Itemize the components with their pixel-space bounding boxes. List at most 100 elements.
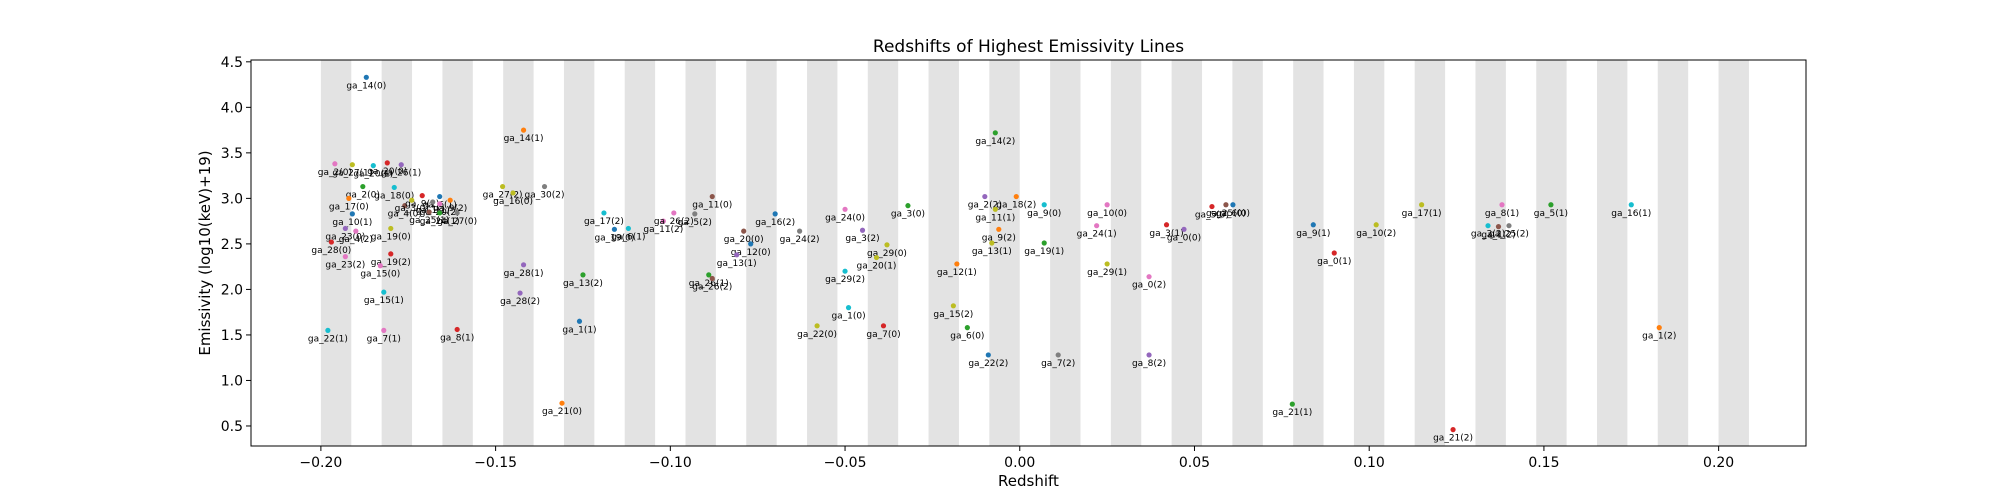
band-15: [1232, 60, 1263, 446]
point-marker: [388, 225, 394, 232]
data-point: ga_13(1): [972, 240, 1012, 257]
point-marker: [1450, 427, 1456, 433]
point-marker: [349, 162, 355, 168]
point-marker: [1628, 202, 1634, 208]
data-point: ga_13(2): [563, 272, 603, 289]
data-point: ga_1(2): [1642, 325, 1676, 342]
point-label: ga_30(2): [525, 191, 565, 201]
data-point: ga_9(2): [433, 197, 467, 214]
point-label: ga_23(0): [325, 232, 365, 242]
data-point: ga_24(1): [1077, 223, 1117, 240]
point-label: ga_20(0): [367, 167, 407, 177]
point-label: ga_15(2): [933, 310, 973, 320]
data-point: ga_21(0): [542, 400, 582, 417]
point-marker: [996, 226, 1002, 232]
point-marker: [430, 199, 436, 205]
point-label: ga_16(2): [755, 218, 795, 228]
point-marker: [499, 183, 506, 190]
point-marker: [1146, 274, 1152, 280]
point-marker: [1331, 250, 1337, 256]
data-point: ga_16(0): [493, 190, 533, 207]
point-marker: [332, 161, 338, 167]
point-marker: [842, 268, 848, 274]
point-marker: [1373, 222, 1379, 228]
point-marker: [1181, 226, 1187, 232]
point-label: ga_15(1): [364, 296, 404, 306]
point-marker: [1163, 222, 1170, 228]
band-10: [928, 60, 959, 446]
point-label: ga_21(1): [1272, 408, 1312, 418]
point-label: ga_16(1): [1611, 209, 1651, 219]
data-point: ga_18(2): [996, 193, 1036, 211]
point-label: ga_0(1): [1317, 257, 1351, 267]
point-marker: [510, 190, 516, 196]
data-point: ga_2(2): [968, 193, 1002, 211]
point-label: ga_3(0): [891, 210, 925, 220]
point-marker: [541, 183, 548, 190]
band-23: [1718, 60, 1749, 446]
data-point: ga_9(1): [405, 193, 439, 210]
data-point: ga_19(0): [371, 225, 411, 242]
point-marker: [360, 183, 366, 190]
data-point: ga_22(0): [797, 323, 837, 340]
point-marker: [814, 323, 820, 329]
point-marker: [741, 228, 747, 234]
point-label: ga_28(0): [311, 246, 351, 256]
data-point: ga_15(1): [364, 289, 404, 306]
x-tick-label: −0.15: [474, 455, 517, 471]
point-label: ga_13(2): [563, 279, 603, 289]
point-marker: [437, 210, 443, 216]
point-marker: [1055, 352, 1061, 358]
data-point: ga_6(1): [611, 225, 645, 242]
point-marker: [402, 203, 408, 209]
data-point: ga_23(0): [325, 225, 365, 242]
data-point: ga_11(1): [975, 206, 1015, 223]
x-axis: −0.20 −0.15 −0.10 −0.05 0.00 0.05 0.10 0.15 0.20: [299, 446, 1734, 471]
data-point: ga_8(2): [1132, 352, 1166, 369]
point-marker: [576, 318, 583, 324]
y-axis-label: Emissivity (log10(keV)+19): [196, 150, 214, 355]
point-label: ga_29(2): [825, 275, 865, 285]
point-marker: [447, 197, 453, 203]
point-marker: [1230, 202, 1236, 208]
point-marker: [982, 193, 988, 200]
point-label: ga_29(1): [1087, 268, 1127, 278]
point-label: ga_17(2): [584, 217, 624, 227]
point-label: ga_6(0): [1216, 209, 1250, 219]
data-point: ga_12(1): [937, 261, 977, 278]
point-label: ga_19(0): [594, 233, 634, 243]
data-points: ga_14(0)ga_2(0)ga_27(1)ga_20(1)ga_20(0)g…: [308, 74, 1676, 444]
point-label: ga_7(2): [1041, 359, 1075, 369]
data-point: ga_19(0): [594, 226, 634, 243]
point-marker: [1485, 223, 1491, 229]
data-point: ga_1(1): [562, 318, 597, 335]
band-2: [442, 60, 473, 446]
point-label: ga_21(2): [1433, 434, 1473, 444]
data-point: ga_20(1): [353, 163, 393, 180]
point-marker: [328, 239, 334, 245]
point-marker: [842, 206, 848, 212]
data-point: ga_23(2): [325, 254, 365, 271]
data-point: ga_0(1): [1317, 250, 1351, 267]
band-1: [381, 60, 413, 446]
point-label: ga_8(2): [1132, 359, 1166, 369]
point-marker: [706, 272, 712, 278]
point-label: ga_13(1): [717, 259, 757, 269]
data-point: ga_24(1): [420, 210, 460, 227]
point-marker: [964, 325, 970, 331]
point-label: ga_26(1): [689, 279, 729, 289]
point-marker: [709, 275, 715, 282]
point-label: ga_24(1): [420, 217, 460, 227]
data-point: ga_20(1): [857, 254, 896, 272]
data-point: ga_2(0): [346, 183, 380, 201]
point-marker: [1495, 223, 1502, 230]
data-point: ga_24(2): [780, 228, 820, 245]
point-label: ga_9(2): [982, 233, 1016, 243]
x-tick-label: 0.20: [1703, 455, 1734, 471]
data-point: ga_28(1): [504, 262, 544, 279]
point-marker: [905, 203, 911, 209]
point-marker: [625, 225, 631, 232]
point-marker: [437, 193, 443, 200]
y-tick-label: 0.5: [221, 419, 243, 435]
data-point: ga_1(0): [831, 305, 866, 322]
